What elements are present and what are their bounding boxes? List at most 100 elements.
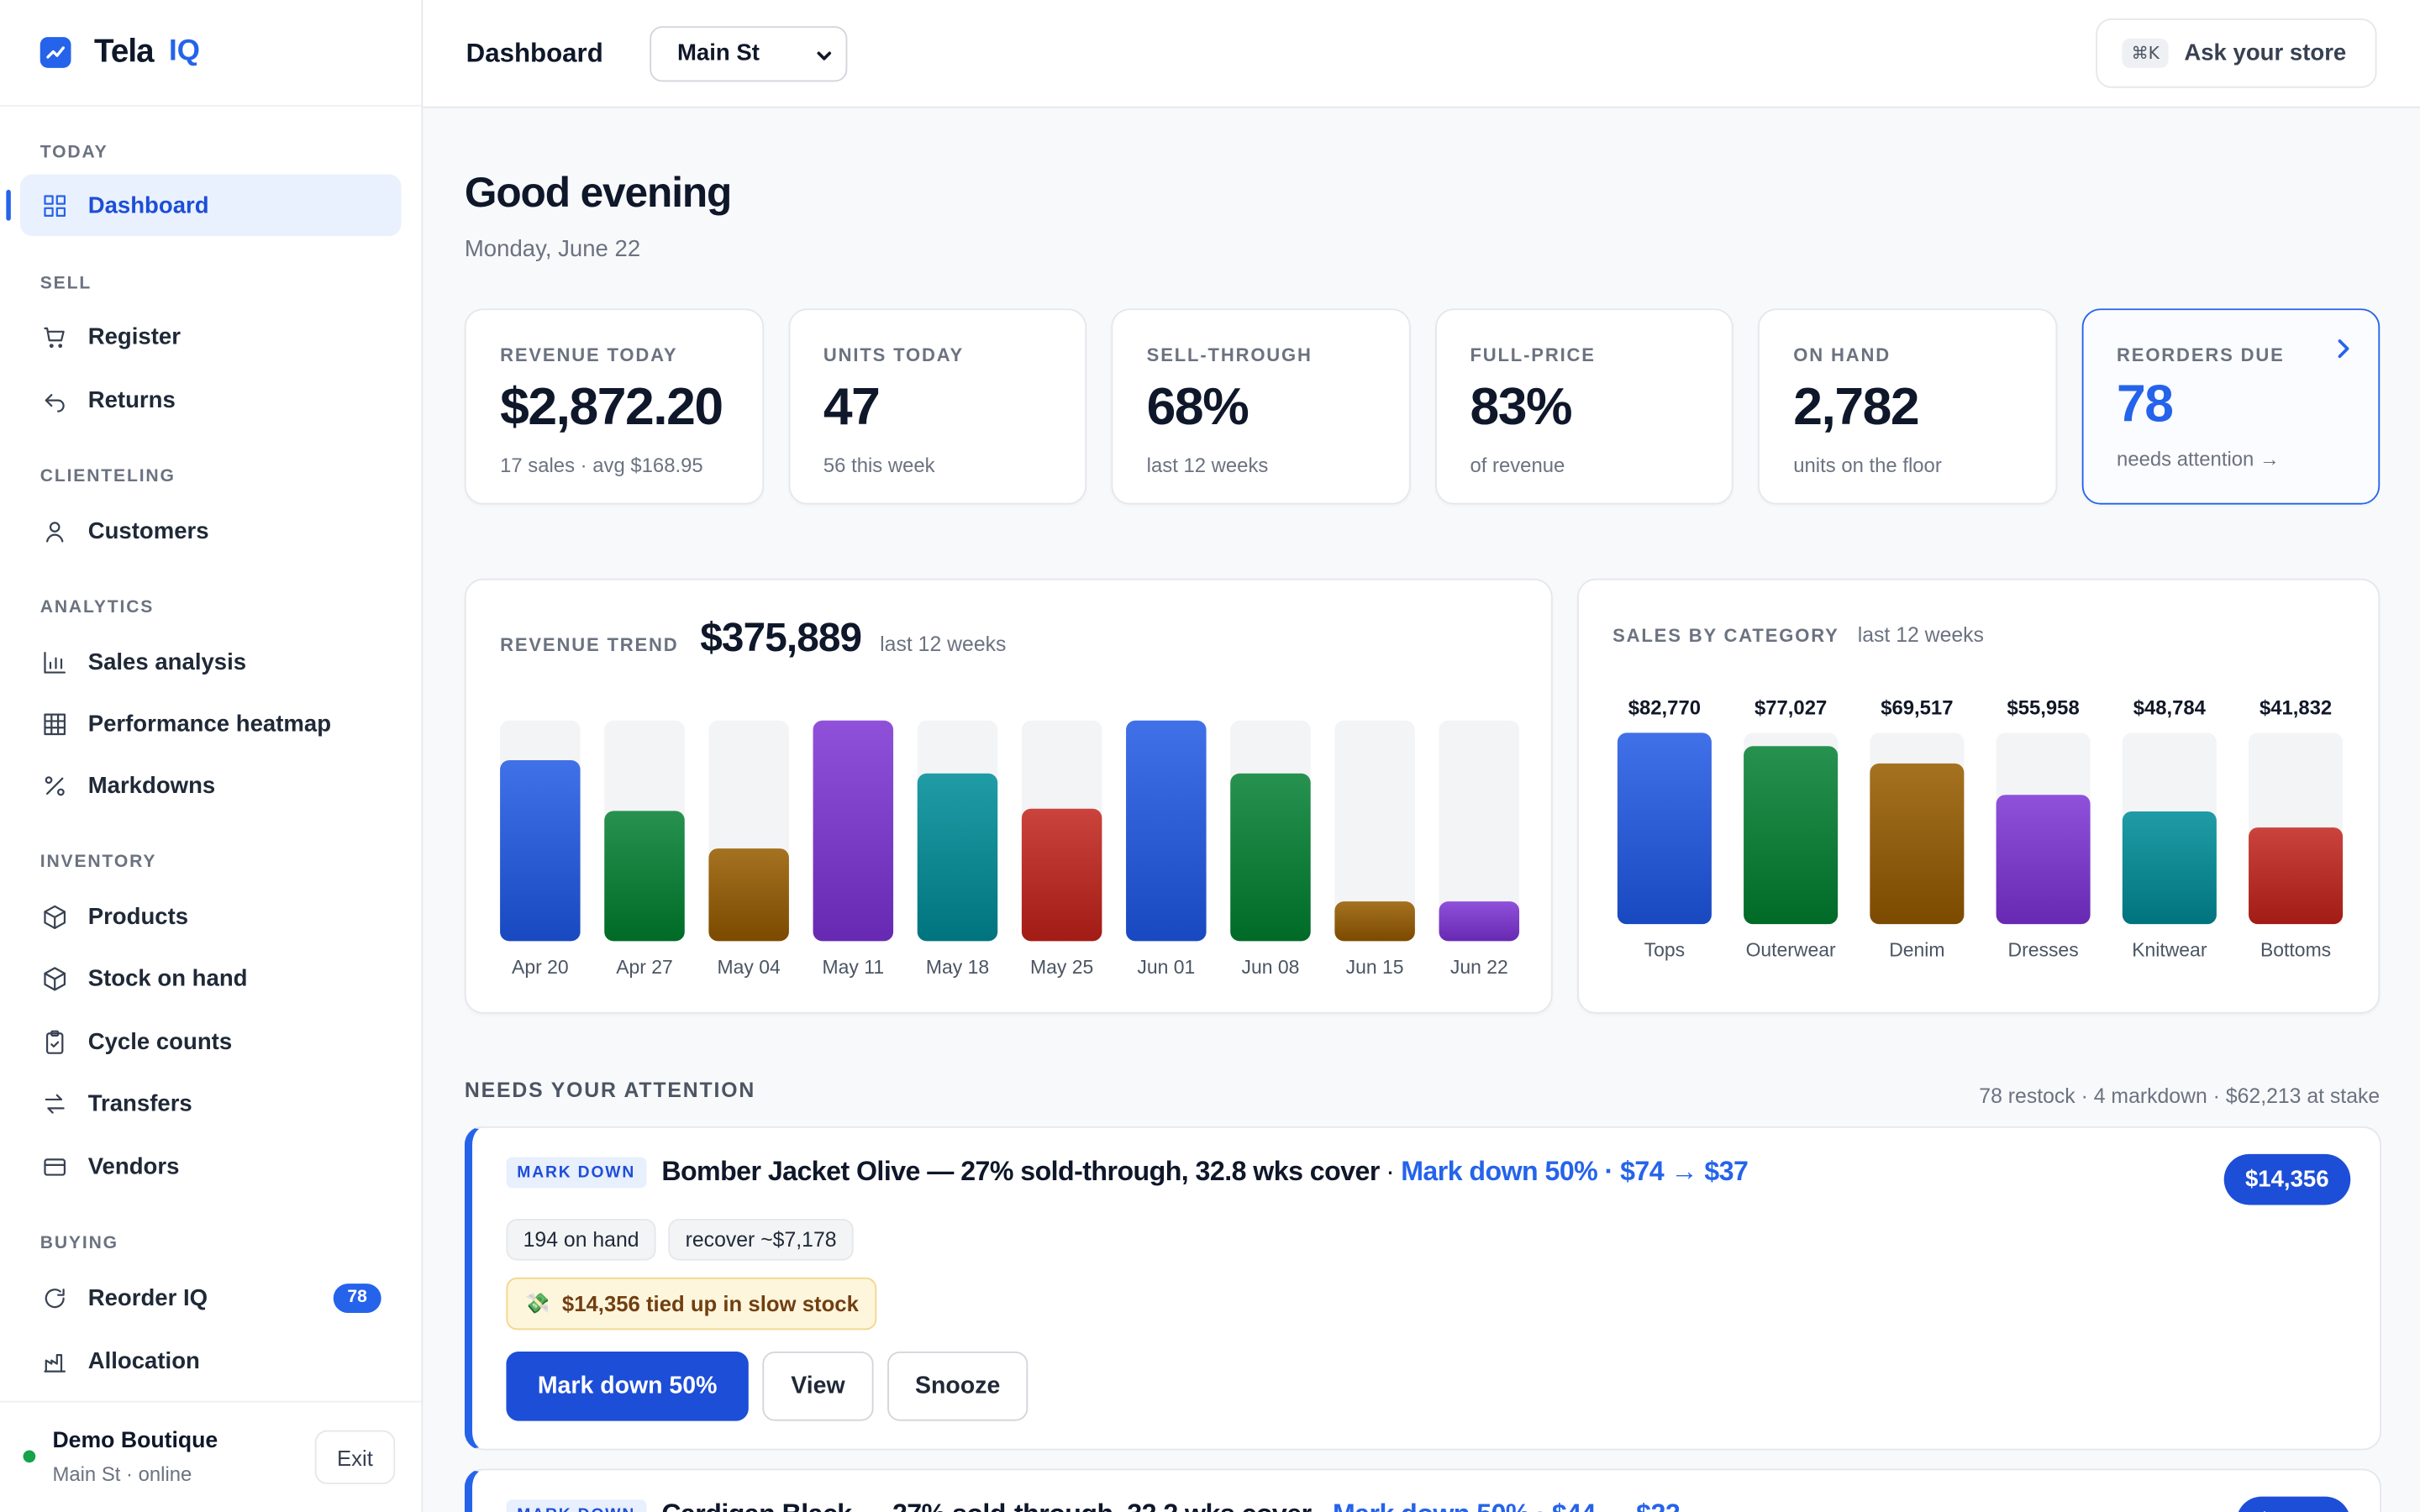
bar-track <box>1439 720 1520 942</box>
action-tag: MARK DOWN <box>506 1499 646 1512</box>
mark-down-button[interactable]: Mark down 50% <box>506 1351 749 1421</box>
brand-accent: IQ <box>169 35 200 68</box>
revenue-trend-chart: Apr 20 Apr 27 May 04 May 11 May 18 May 25 Jun … <box>500 720 1520 978</box>
sidebar-item-label: Products <box>87 903 189 930</box>
store-select[interactable]: Main St <box>649 25 847 81</box>
trend-logo-icon <box>39 37 71 68</box>
bar-knitwear[interactable] <box>2122 811 2217 925</box>
bar-jun-01[interactable] <box>1126 720 1207 942</box>
brand[interactable]: Tela IQ <box>0 0 422 107</box>
sales-by-category-chart: Tops $82,770 Outerwear $77,027 Denim $69,517 D… <box>1617 696 2343 961</box>
action-hint[interactable]: Mark down 50% · $74 → $37 <box>1401 1155 1749 1187</box>
kpi-label: FULL-PRICE <box>1470 344 1596 366</box>
action-tag: MARK DOWN <box>506 1156 646 1188</box>
sidebar-item-allocation[interactable]: Allocation <box>20 1330 402 1391</box>
sidebar-item-performance-heatmap[interactable]: Performance heatmap <box>20 693 402 754</box>
x-tick-label: Jun 08 <box>1242 956 1300 978</box>
x-tick-label: Outerwear <box>1745 939 1835 961</box>
box-icon <box>40 902 68 930</box>
action-hint[interactable]: Mark down 50% · $44 → $22 <box>1333 1498 1681 1512</box>
factory-icon <box>40 1347 68 1374</box>
kpi-card-full-price: FULL-PRICE 83% of revenue <box>1434 308 1733 505</box>
x-tick-label: Jun 22 <box>1450 956 1508 978</box>
kpi-label: SELL-THROUGH <box>1146 344 1313 366</box>
clipboard-icon <box>40 1027 68 1055</box>
revenue-trend-period: last 12 weeks <box>880 633 1007 656</box>
store-name: Demo Boutique <box>52 1428 218 1454</box>
bar-apr-27[interactable] <box>604 811 685 942</box>
sidebar-item-label: Customers <box>87 517 209 544</box>
sidebar-item-vendors[interactable]: Vendors <box>20 1136 402 1197</box>
bar-tops[interactable] <box>1617 732 1712 925</box>
sidebar-item-returns[interactable]: Returns <box>20 369 402 430</box>
person-icon <box>40 517 68 544</box>
greeting-heading: Good evening <box>464 170 733 217</box>
bar-jun-08[interactable] <box>1230 773 1311 942</box>
kpi-value: 47 <box>823 377 881 437</box>
sidebar-item-label: Stock on hand <box>87 965 248 992</box>
sidebar-item-reorder-iq[interactable]: Reorder IQ 78 <box>20 1267 402 1328</box>
view-button[interactable]: View <box>762 1351 874 1421</box>
wallet-icon <box>40 1152 68 1180</box>
sidebar-item-label: Cycle counts <box>87 1028 233 1055</box>
ask-store-button[interactable]: ⌘K Ask your store <box>2096 18 2377 88</box>
x-tick-label: Knitwear <box>2132 939 2207 961</box>
keyboard-shortcut: ⌘K <box>2122 38 2169 68</box>
sidebar-item-label: Performance heatmap <box>87 711 332 738</box>
sidebar-item-label: Allocation <box>87 1347 200 1374</box>
kpi-label: ON HAND <box>1793 344 1891 366</box>
sales-by-category-period: last 12 weeks <box>1857 623 1984 647</box>
sidebar-item-register[interactable]: Register <box>20 306 402 367</box>
snooze-button[interactable]: Snooze <box>887 1351 1028 1421</box>
action-separator: · <box>1318 1498 1327 1512</box>
kpi-value: 68% <box>1146 377 1249 437</box>
current-date: Monday, June 22 <box>464 236 641 263</box>
reorder-count-badge: 78 <box>333 1284 381 1314</box>
action-chips: 194 on hand recover ~$7,178 <box>506 1218 2349 1261</box>
kpi-card-reorders-due[interactable]: REORDERS DUE 78 needs attention → <box>2081 308 2381 505</box>
brand-name: Tela <box>94 34 155 70</box>
bar-jun-22[interactable] <box>1439 901 1520 942</box>
sales-by-category-label: SALES BY CATEGORY <box>1612 624 1839 647</box>
main-area: Dashboard Main St ⌘K Ask your store Good… <box>423 0 2420 1512</box>
sidebar-item-transfers[interactable]: Transfers <box>20 1073 402 1134</box>
grid-icon <box>40 192 68 219</box>
sidebar-item-label: Sales analysis <box>87 648 247 675</box>
sidebar-item-label: Vendors <box>87 1152 180 1180</box>
table-grid-icon <box>40 710 68 738</box>
bar-outerwear[interactable] <box>1743 746 1838 925</box>
bar-jun-15[interactable] <box>1334 901 1415 942</box>
sidebar-item-cycle-counts[interactable]: Cycle counts <box>20 1011 402 1072</box>
sidebar-item-customers[interactable]: Customers <box>20 500 402 561</box>
bar-may-11[interactable] <box>813 720 894 942</box>
sidebar-item-stock-on-hand[interactable]: Stock on hand <box>20 948 402 1010</box>
sidebar-item-label: Transfers <box>87 1090 192 1117</box>
store-status: Main St · online <box>52 1462 192 1486</box>
sidebar-item-label: Register <box>87 323 181 350</box>
charts-row: REVENUE TREND $375,889 last 12 weeks Apr… <box>464 578 2381 1014</box>
bar-bottoms[interactable] <box>2248 827 2343 925</box>
sidebar-item-products[interactable]: Products <box>20 885 402 947</box>
kpi-subtext: 56 this week <box>823 453 935 477</box>
slow-stock-warning: 💸 $14,356 tied up in slow stock <box>506 1277 877 1331</box>
bar-may-04[interactable] <box>708 848 789 942</box>
x-tick-label: Apr 27 <box>616 956 673 978</box>
kpi-label: REVENUE TODAY <box>500 344 678 366</box>
sidebar-item-dashboard[interactable]: Dashboard <box>6 174 402 237</box>
action-card: MARK DOWN Cardigan Black — 27% sold-thro… <box>464 1468 2382 1512</box>
nav-section-sell: SELL <box>39 274 92 293</box>
bar-denim[interactable] <box>1870 763 1965 925</box>
x-tick-label: Jun 15 <box>1346 956 1404 978</box>
bar-dresses[interactable] <box>1996 795 2091 925</box>
bar-may-25[interactable] <box>1021 808 1102 942</box>
data-label: $41,832 <box>2260 696 2332 719</box>
kpi-card-units-today: UNITS TODAY 47 56 this week <box>787 308 1087 505</box>
x-tick-label: Apr 20 <box>512 956 569 978</box>
sidebar-item-sales-analysis[interactable]: Sales analysis <box>20 631 402 692</box>
bar-may-18[interactable] <box>917 773 998 942</box>
action-separator: · <box>1386 1155 1395 1187</box>
bar-apr-20[interactable] <box>500 760 581 942</box>
exit-button[interactable]: Exit <box>314 1430 396 1484</box>
sidebar-item-markdowns[interactable]: Markdowns <box>20 755 402 816</box>
x-tick-label: May 11 <box>823 956 885 978</box>
